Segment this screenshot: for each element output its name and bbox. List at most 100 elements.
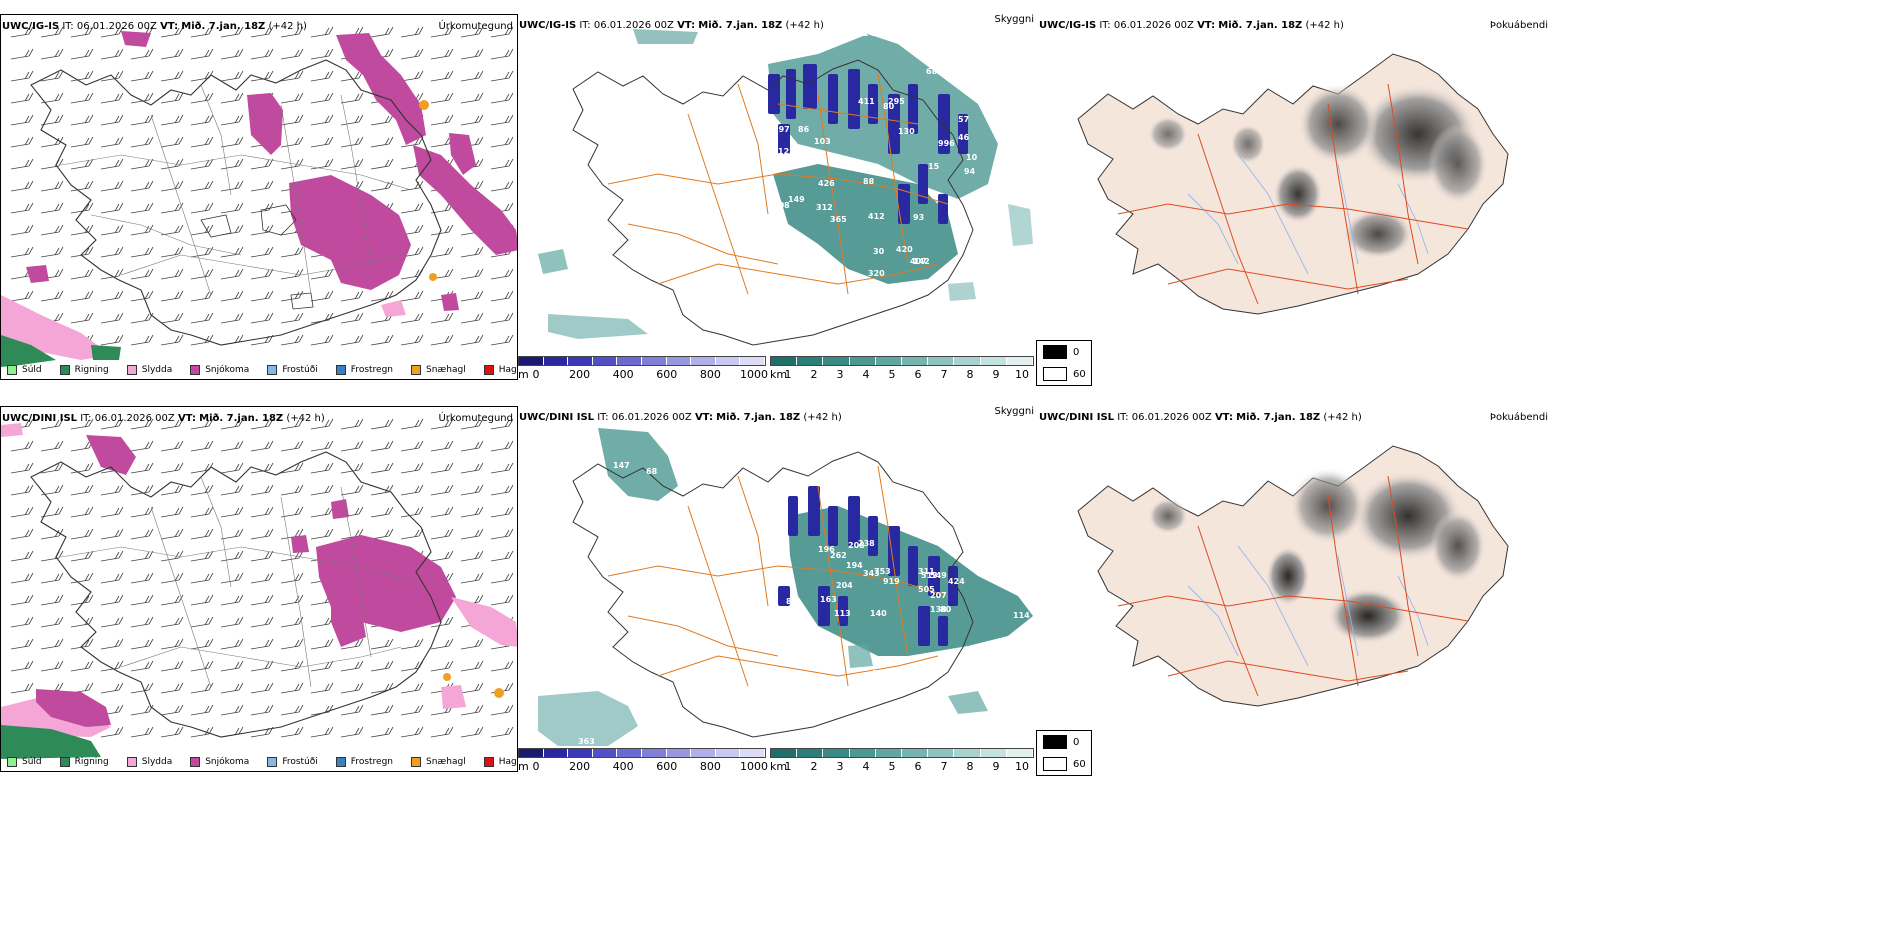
- wind-barb: [40, 616, 64, 628]
- wind-barb: [70, 594, 94, 606]
- wind-barb: [280, 616, 304, 628]
- wind-barb: [460, 70, 484, 82]
- precip-sleet-area: [1, 423, 23, 437]
- wind-barb: [340, 158, 364, 170]
- wind-barb: [310, 462, 334, 474]
- wind-barb: [100, 202, 124, 214]
- wind-barb: [10, 440, 34, 452]
- wind-barb: [190, 26, 214, 38]
- wind-barb: [460, 418, 484, 430]
- wind-barb: [430, 462, 454, 474]
- cloudbase-label: 363: [578, 737, 595, 746]
- cloudbase-label: 142: [913, 257, 930, 266]
- wind-barb: [160, 114, 184, 126]
- wind-barb: [460, 114, 484, 126]
- wind-barb: [10, 136, 34, 148]
- field-name: Skyggni: [994, 406, 1034, 417]
- wind-barb: [430, 484, 454, 496]
- wind-barb: [100, 158, 124, 170]
- precip-type-panel-2: UWC/DINI ISL IT: 06.01.2026 00Z VT: Mið.…: [0, 406, 518, 772]
- wind-barb: [400, 638, 424, 650]
- precip-snow-area: [336, 33, 426, 145]
- wind-barb: [160, 334, 184, 346]
- precip-legend: Súld Rigning Slydda Snjókoma Frostúði Fr…: [7, 757, 517, 767]
- panel-title: UWC/IG-IS IT: 06.01.2026 00Z VT: Mið. 7.…: [1039, 20, 1344, 31]
- wind-barb: [10, 70, 34, 82]
- cloudbase-label: 513: [921, 571, 938, 580]
- wind-barb: [100, 638, 124, 650]
- cloudbase-cell: [838, 596, 848, 626]
- wind-barb: [220, 594, 244, 606]
- wind-barb: [340, 682, 364, 694]
- wind-barb: [70, 528, 94, 540]
- wind-barb: [10, 224, 34, 236]
- wind-barb: [220, 506, 244, 518]
- wind-barb: [220, 180, 244, 192]
- glacier-outline: [260, 204, 297, 236]
- wind-barb: [130, 268, 154, 280]
- panel-title: UWC/DINI ISL IT: 06.01.2026 00Z VT: Mið.…: [1039, 412, 1362, 423]
- wind-barb: [160, 312, 184, 324]
- wind-barb: [490, 550, 514, 562]
- wind-barb: [490, 290, 514, 302]
- wind-barb: [10, 484, 34, 496]
- wind-barb: [220, 440, 244, 452]
- wind-barb: [130, 158, 154, 170]
- wind-barb: [250, 290, 274, 302]
- wind-barb: [130, 638, 154, 650]
- colorbar-tick: 4: [862, 368, 870, 381]
- wind-barb: [370, 660, 394, 672]
- cloudbase-label: 46: [958, 133, 970, 142]
- wind-barb: [280, 682, 304, 694]
- cloudbase-cell: [888, 526, 900, 576]
- cloudbase-label: 113: [834, 609, 851, 618]
- cloudbase-cell: [938, 194, 948, 224]
- wind-barb: [130, 136, 154, 148]
- wind-barb: [70, 70, 94, 82]
- wind-barb: [220, 418, 244, 430]
- rivers: [1187, 153, 1429, 275]
- wind-barb: [70, 484, 94, 496]
- wind-barb: [250, 660, 274, 672]
- wind-barb: [190, 92, 214, 104]
- wind-barb: [250, 70, 274, 82]
- colorbar-tick: 9: [992, 368, 1000, 381]
- wind-barb: [220, 92, 244, 104]
- cloudbase-cell: [928, 556, 940, 596]
- wind-barb: [430, 418, 454, 430]
- wind-barb: [370, 290, 394, 302]
- cloudbase-label: 68: [926, 67, 938, 76]
- wind-barb: [340, 440, 364, 452]
- precip-snow-area: [121, 31, 151, 47]
- cloudbase-label: 94: [964, 167, 976, 176]
- wind-barb: [70, 462, 94, 474]
- wind-barb: [10, 594, 34, 606]
- wind-barb: [70, 92, 94, 104]
- wind-barb: [400, 290, 424, 302]
- colorbar-tick: 0: [532, 760, 540, 773]
- field-name: Skyggni: [994, 14, 1034, 25]
- roads-grey: [60, 476, 412, 688]
- cloudbase-label: 68: [646, 467, 658, 476]
- wind-barb: [160, 484, 184, 496]
- colorbar-tick: 0: [532, 368, 540, 381]
- wind-barb: [280, 462, 304, 474]
- wind-barb: [250, 462, 274, 474]
- visibility-area: [848, 644, 873, 668]
- wind-barb: [250, 26, 274, 38]
- cloudbase-label: 130: [898, 127, 915, 136]
- wind-barb: [130, 616, 154, 628]
- cloudbase-label: 426: [818, 179, 835, 188]
- wind-barb: [400, 26, 424, 38]
- glacier-outline: [290, 292, 314, 310]
- wind-barb: [250, 528, 274, 540]
- wind-barb: [40, 180, 64, 192]
- wind-barb: [250, 202, 274, 214]
- cloudbase-label: 162: [872, 669, 889, 678]
- roads-overlay: [1117, 83, 1469, 305]
- wind-barb: [430, 312, 454, 324]
- wind-barb: [10, 26, 34, 38]
- cloudbase-cell: [908, 546, 918, 586]
- wind-barb: [370, 682, 394, 694]
- wind-barb: [70, 136, 94, 148]
